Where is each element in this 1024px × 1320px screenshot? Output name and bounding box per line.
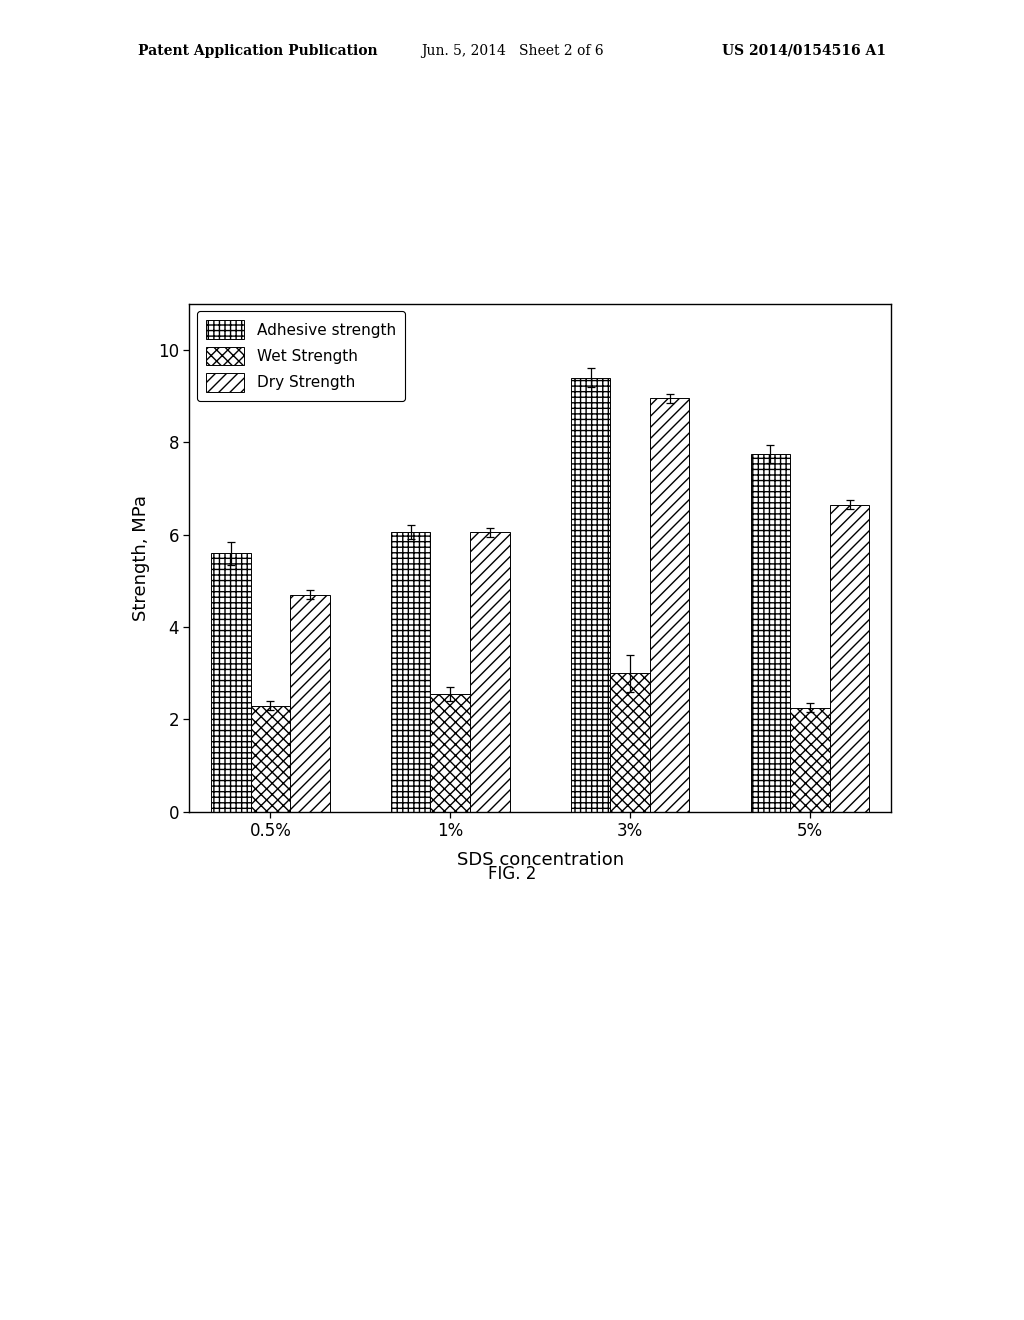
Bar xyxy=(430,694,470,812)
Bar xyxy=(650,399,689,812)
Bar xyxy=(751,454,791,812)
Bar xyxy=(791,708,829,812)
Text: Jun. 5, 2014   Sheet 2 of 6: Jun. 5, 2014 Sheet 2 of 6 xyxy=(421,44,603,58)
Bar xyxy=(290,594,330,812)
Bar xyxy=(391,532,430,812)
Text: US 2014/0154516 A1: US 2014/0154516 A1 xyxy=(722,44,886,58)
Y-axis label: Strength, MPa: Strength, MPa xyxy=(131,495,150,620)
Bar xyxy=(470,532,510,812)
Text: Patent Application Publication: Patent Application Publication xyxy=(138,44,378,58)
Bar xyxy=(570,378,610,812)
Bar xyxy=(829,504,869,812)
Bar xyxy=(211,553,251,812)
Bar xyxy=(251,705,290,812)
Legend: Adhesive strength, Wet Strength, Dry Strength: Adhesive strength, Wet Strength, Dry Str… xyxy=(197,312,404,401)
Bar xyxy=(610,673,650,812)
X-axis label: SDS concentration: SDS concentration xyxy=(457,851,624,870)
Text: FIG. 2: FIG. 2 xyxy=(487,865,537,883)
